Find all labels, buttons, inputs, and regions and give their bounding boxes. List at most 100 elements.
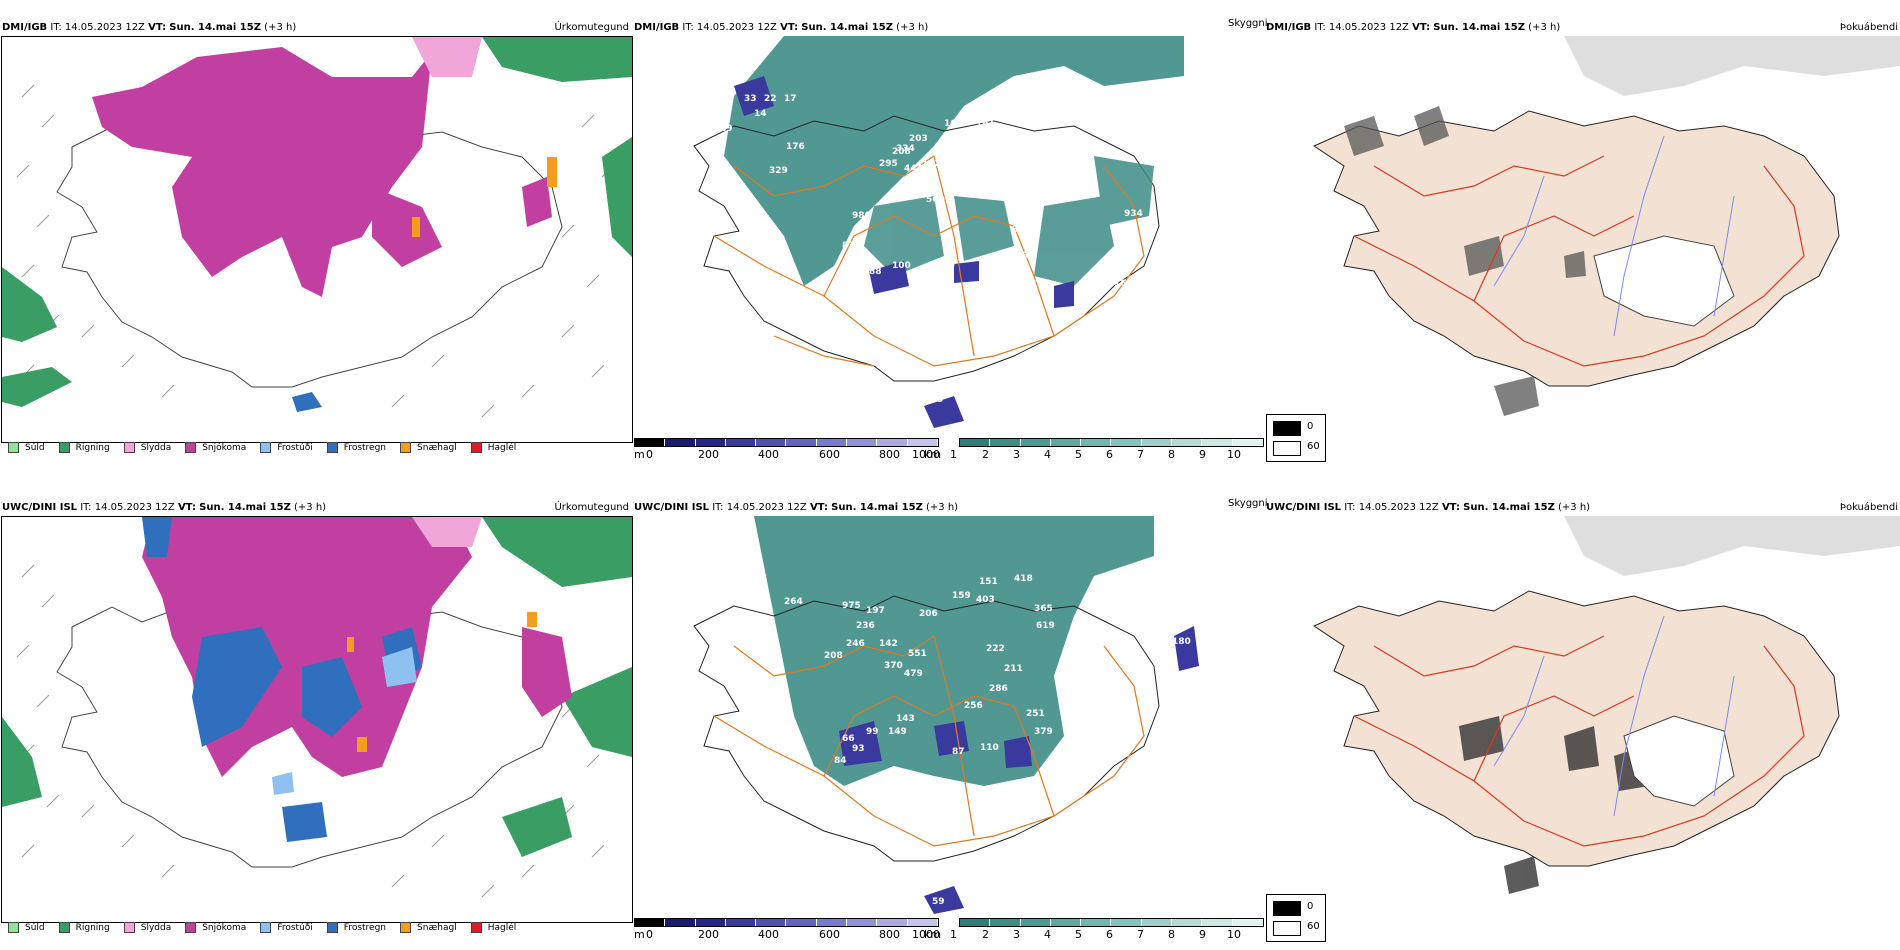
map-label: 33 <box>744 94 757 104</box>
road-network-bottom <box>713 635 1145 847</box>
map-label: 334 <box>896 144 915 154</box>
legend-swatch-freezing-rain <box>326 922 338 933</box>
visibility-ticks-top: km 1 2 3 4 5 6 7 8 9 10 <box>924 448 1241 461</box>
cloudbase-ticks-bottom: m 0 200 400 600 800 1000 <box>634 928 940 941</box>
iceland-land <box>1312 110 1840 387</box>
fog-map-top <box>1264 36 1900 436</box>
map-label: 121 <box>1024 279 1043 289</box>
map-label: 17 <box>784 94 797 104</box>
map-label: 203 <box>909 134 928 144</box>
map-label: 208 <box>892 147 911 157</box>
map-label: 286 <box>989 684 1008 694</box>
cloud-panel-top: DMI/IGB IT: 14.05.2023 12Z VT: Sun. 14.m… <box>634 14 1268 464</box>
map-label: 395 <box>1021 207 1040 217</box>
map-label: 551 <box>908 649 927 659</box>
precip-panel-bottom: UWC/DINI ISL IT: 14.05.2023 12Z VT: Sun.… <box>0 494 633 944</box>
glacier-white-bottom <box>1623 715 1735 807</box>
legend-swatch-ice-pellets <box>400 442 412 453</box>
legend-swatch-freezing-rain <box>326 442 338 453</box>
map-label: 154 <box>918 179 937 189</box>
map-label: 29 <box>720 124 733 134</box>
fog-legend-top: 0 60 <box>1266 414 1326 462</box>
legend-item: Slydda <box>123 442 171 453</box>
precip-map-svg <box>2 37 632 442</box>
cloud-map-svg: 33 22 14 17 29 176 329 334 295 208 203 4… <box>693 36 1184 428</box>
map-label: 934 <box>1124 209 1143 219</box>
top-cloud-labels: 33 22 14 17 29 176 329 334 295 208 203 4… <box>720 94 1143 409</box>
legend-swatch-rain <box>58 442 70 453</box>
map-label: 181 <box>748 569 767 579</box>
fog-title-top: Þokuábendi <box>1839 22 1898 33</box>
legend-item: Snæhagl <box>400 442 457 453</box>
map-label: 87 <box>952 747 965 757</box>
map-label: 66 <box>842 734 855 744</box>
map-label: 211 <box>1004 664 1023 674</box>
fog-header-bottom: UWC/DINI ISL IT: 14.05.2023 12Z VT: Sun.… <box>1266 502 1591 513</box>
legend-swatch-snow <box>185 922 197 933</box>
legend-item: Haglél <box>470 922 516 933</box>
map-label: 161 <box>976 119 995 129</box>
map-label: 379 <box>1034 727 1053 737</box>
map-label: 560 <box>926 195 945 205</box>
map-label: 59 <box>931 395 944 405</box>
rain-areas-bottom <box>2 517 632 857</box>
wind-barbs <box>16 84 615 418</box>
fog-swatch-max <box>1273 421 1301 436</box>
fog-sea-shading <box>1564 36 1900 96</box>
legend-swatch-drizzle <box>8 922 19 933</box>
glacier-white <box>1593 235 1735 327</box>
map-label: 180 <box>1172 637 1191 647</box>
map-label: 206 <box>919 609 938 619</box>
bottom-cloud-labels: 202 181 264 975 197 236 246 208 142 551 … <box>722 569 1191 909</box>
fog-map-svg <box>1312 36 1900 416</box>
precip-title-bottom: Úrkomutegund <box>554 502 629 513</box>
legend-item: Rigning <box>58 922 110 933</box>
precip-panel-top: DMI/IGB IT: 14.05.2023 12Z VT: Sun. 14.m… <box>0 14 633 464</box>
map-label: 176 <box>786 142 805 152</box>
map-label: 93 <box>852 744 865 754</box>
sleet-area <box>412 37 482 77</box>
map-label: 72 <box>902 399 915 409</box>
rivers-fog <box>1493 135 1735 337</box>
legend-swatch-sleet <box>123 442 135 453</box>
map-label: 151 <box>979 577 998 587</box>
cloud-base-patches-bottom <box>839 626 1199 914</box>
map-label: 202 <box>722 569 741 579</box>
cloud-map-bottom: 202 181 264 975 197 236 246 208 142 551 … <box>634 516 1234 916</box>
map-label: 658 <box>1014 191 1033 201</box>
map-label: 256 <box>964 701 983 711</box>
snow-areas <box>92 47 552 297</box>
legend-item: Haglél <box>470 442 516 453</box>
map-label: 84 <box>834 756 847 766</box>
map-label: 142 <box>879 639 898 649</box>
precip-legend-bottom: Súld Rigning Slydda Snjókoma Frostúði Fr… <box>8 922 530 933</box>
cloud-title-top: Skyggni <box>1228 18 1268 29</box>
map-label: 165 <box>944 119 963 129</box>
map-label: 22 <box>764 94 777 104</box>
precip-map-top <box>1 36 633 443</box>
map-label: 986 <box>852 211 871 221</box>
map-label: 100 <box>892 261 911 271</box>
visibility-ticks-bottom: km 1 2 3 4 5 6 7 8 9 10 <box>924 928 1241 941</box>
fog-swatch-max <box>1273 901 1301 916</box>
cloud-panel-bottom: UWC/DINI ISL IT: 14.05.2023 12Z VT: Sun.… <box>634 494 1268 944</box>
legend-item: Frostregn <box>326 922 386 933</box>
map-label: 444 <box>904 164 923 174</box>
visibility-colorbar-bottom <box>959 918 1264 927</box>
map-label: 143 <box>896 714 915 724</box>
legend-item: Frostúði <box>260 922 313 933</box>
map-label: 331 <box>1027 149 1046 159</box>
map-label: 208 <box>824 651 843 661</box>
legend-swatch-freezing-drizzle <box>260 442 272 453</box>
freezing-drizzle-areas-bottom <box>272 647 417 795</box>
legend-swatch-freezing-drizzle <box>260 922 272 933</box>
ice-pellet-areas-bottom <box>347 612 537 752</box>
legend-swatch-ice-pellets <box>400 922 412 933</box>
map-label: 365 <box>1034 604 1053 614</box>
sleet-area-bottom <box>412 517 482 547</box>
low-visibility-area <box>724 36 1184 286</box>
cloudbase-ticks-top: m 0 200 400 600 800 1000 <box>634 448 940 461</box>
freezing-rain-areas <box>292 392 322 412</box>
cloudbase-colorbar-top <box>634 438 939 447</box>
map-label: 161 <box>1114 279 1133 289</box>
